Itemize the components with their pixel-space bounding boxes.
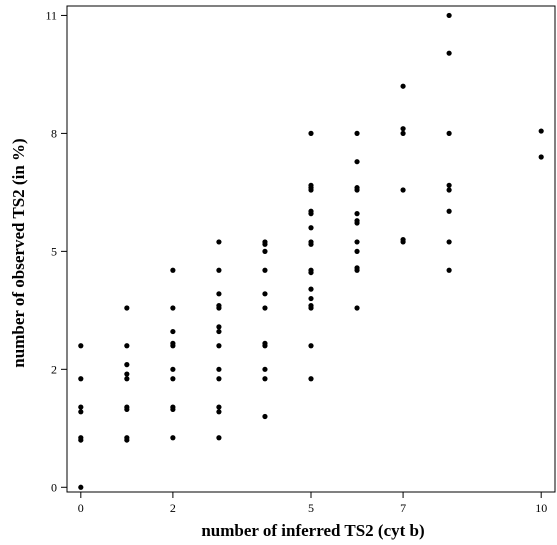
plot-area — [66, 5, 556, 493]
data-point — [170, 376, 176, 382]
data-point — [446, 267, 452, 273]
data-point — [400, 83, 406, 89]
data-point — [354, 211, 360, 217]
data-point — [446, 187, 452, 193]
data-point — [216, 376, 222, 382]
data-point — [354, 248, 360, 254]
data-point — [308, 376, 314, 382]
data-point — [308, 267, 314, 273]
data-point — [262, 366, 268, 372]
x-tick-label: 10 — [535, 501, 547, 515]
data-point — [170, 305, 176, 311]
data-points — [78, 12, 544, 490]
data-point — [262, 267, 268, 273]
data-point — [308, 225, 314, 231]
data-point — [538, 128, 544, 134]
data-point — [354, 159, 360, 165]
data-point — [216, 324, 222, 330]
data-point — [78, 409, 84, 415]
data-point — [78, 435, 84, 441]
x-tick-label: 7 — [400, 501, 406, 515]
data-point — [354, 130, 360, 136]
data-point — [308, 130, 314, 136]
data-point — [78, 404, 84, 410]
data-point — [262, 340, 268, 346]
data-point — [216, 366, 222, 372]
data-point — [170, 435, 176, 441]
data-point — [216, 267, 222, 273]
data-point — [170, 366, 176, 372]
data-point — [446, 50, 452, 56]
data-point — [262, 376, 268, 382]
y-tick-label: 2 — [51, 362, 57, 376]
data-point — [170, 340, 176, 346]
data-point — [308, 239, 314, 245]
y-tick-label: 11 — [45, 8, 57, 22]
data-point — [308, 295, 314, 302]
data-point — [78, 343, 84, 349]
data-point — [216, 291, 222, 297]
y-tick-label: 8 — [51, 126, 57, 140]
data-point — [262, 305, 268, 311]
data-point — [308, 303, 314, 309]
data-point — [446, 239, 452, 245]
data-point — [124, 371, 130, 377]
plot-frame — [66, 5, 556, 493]
data-point — [216, 239, 222, 245]
y-axis-ticks: 0 2 5 8 11 — [45, 8, 67, 494]
data-point — [308, 286, 314, 292]
data-point — [262, 248, 268, 254]
y-axis-label: number of observed TS2 (in %) — [9, 138, 28, 367]
data-point — [354, 218, 360, 224]
data-point — [446, 182, 452, 188]
x-axis-label: number of inferred TS2 (cyt b) — [201, 521, 424, 540]
x-axis-ticks: 0 2 5 7 10 — [78, 492, 547, 515]
data-point — [354, 265, 360, 271]
data-point — [216, 435, 222, 441]
data-point — [400, 126, 406, 132]
data-point — [216, 409, 222, 415]
data-point — [262, 239, 268, 245]
data-point — [308, 182, 314, 188]
data-point — [78, 484, 84, 490]
data-point — [354, 239, 360, 245]
data-point — [170, 404, 176, 410]
x-tick-label: 0 — [78, 501, 84, 515]
data-point — [216, 303, 222, 309]
data-point — [124, 376, 130, 382]
data-point — [216, 404, 222, 410]
data-point — [124, 435, 130, 441]
data-point — [400, 130, 406, 136]
data-point — [78, 376, 84, 382]
data-point — [400, 236, 406, 243]
data-point — [538, 154, 544, 160]
y-tick-label: 0 — [51, 480, 57, 494]
data-point — [354, 305, 360, 311]
data-point — [124, 404, 130, 410]
y-tick-label: 5 — [51, 244, 57, 258]
data-point — [170, 267, 176, 273]
x-tick-label: 2 — [170, 501, 176, 515]
data-point — [124, 362, 130, 368]
data-point — [446, 208, 452, 214]
data-point — [446, 130, 452, 136]
data-point — [400, 187, 406, 193]
data-point — [170, 328, 176, 335]
data-point — [354, 185, 360, 191]
data-point — [308, 343, 314, 349]
data-point — [124, 343, 130, 349]
data-point — [124, 305, 130, 311]
data-point — [446, 12, 452, 19]
x-tick-label: 5 — [308, 501, 314, 515]
data-point — [262, 413, 268, 420]
data-point — [308, 208, 314, 214]
data-point — [216, 328, 222, 335]
data-point — [262, 291, 268, 297]
data-point — [216, 343, 222, 349]
